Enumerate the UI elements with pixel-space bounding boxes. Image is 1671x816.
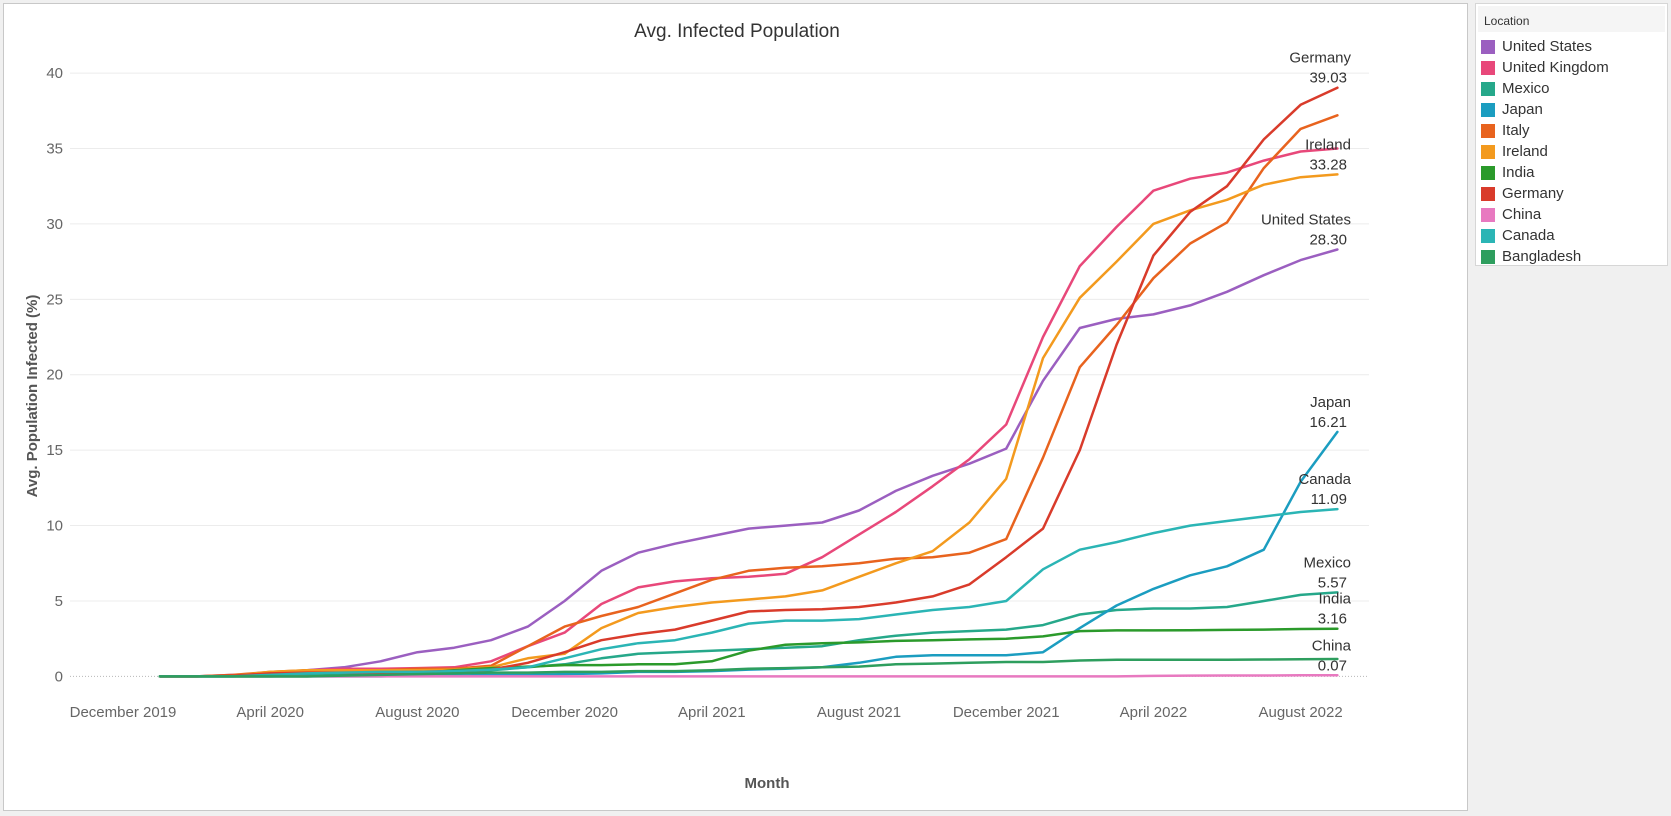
legend-items: United States United Kingdom Mexico Japan It… (1476, 36, 1667, 267)
legend-label: Japan (1502, 101, 1543, 118)
end-label-value-mexico: 5.57 (1318, 574, 1347, 591)
end-label-name-japan: Japan (1310, 394, 1351, 411)
legend-label: Germany (1502, 185, 1564, 202)
x-axis-label: Month (745, 775, 790, 792)
legend-item-germany[interactable]: Germany (1476, 183, 1667, 204)
series-end-labels: United States 28.30 Mexico 5.57 Japan 16.21 Ir… (1261, 50, 1352, 675)
legend: Location United States United Kingdom Mexi… (1475, 3, 1668, 266)
legend-label: China (1502, 206, 1542, 223)
legend-item-ireland[interactable]: Ireland (1476, 141, 1667, 162)
series-line-canada (158, 507, 1339, 678)
end-label-value-japan: 16.21 (1309, 414, 1347, 431)
end-label-name-mexico: Mexico (1303, 554, 1351, 571)
end-label-name-ireland: Ireland (1305, 136, 1351, 153)
legend-item-italy[interactable]: Italy (1476, 120, 1667, 141)
legend-label: Canada (1502, 227, 1555, 244)
legend-label: United Kingdom (1502, 59, 1609, 76)
x-tick-label: December 2021 (953, 704, 1060, 721)
legend-item-united-kingdom[interactable]: United Kingdom (1476, 57, 1667, 78)
series-line-germany (158, 86, 1339, 678)
legend-swatch (1481, 123, 1495, 138)
y-tick-label: 25 (46, 291, 63, 308)
legend-item-bangladesh[interactable]: Bangladesh (1476, 246, 1667, 267)
y-tick-label: 5 (55, 593, 63, 610)
x-tick-label: August 2021 (817, 704, 901, 721)
y-tick-label: 40 (46, 65, 63, 82)
end-label-value-china: 0.07 (1318, 657, 1347, 674)
legend-label: Italy (1502, 122, 1530, 139)
end-label-value-canada: 11.09 (1311, 491, 1347, 508)
series-line-mexico (158, 591, 1339, 678)
end-label-name-india: India (1318, 591, 1351, 608)
legend-item-india[interactable]: India (1476, 162, 1667, 183)
series-lines (158, 86, 1339, 678)
y-tick-label: 35 (46, 140, 63, 157)
legend-swatch (1481, 39, 1495, 54)
legend-swatch (1481, 102, 1495, 117)
legend-swatch (1481, 81, 1495, 96)
end-label-name-china: China (1312, 637, 1352, 654)
x-tick-label: December 2019 (70, 704, 177, 721)
legend-swatch (1481, 207, 1495, 222)
end-label-value-india: 3.16 (1318, 611, 1347, 628)
series-line-ireland (158, 173, 1339, 678)
chart-title: Avg. Infected Population (634, 21, 840, 42)
legend-item-china[interactable]: China (1476, 204, 1667, 225)
x-tick-label: April 2020 (236, 704, 304, 721)
legend-swatch (1481, 186, 1495, 201)
series-line-italy (158, 114, 1339, 678)
x-tick-label: August 2020 (375, 704, 459, 721)
end-label-name-canada: Canada (1298, 471, 1351, 488)
legend-item-mexico[interactable]: Mexico (1476, 78, 1667, 99)
x-tick-label: December 2020 (511, 704, 618, 721)
legend-label: India (1502, 164, 1535, 181)
end-label-value-germany: 39.03 (1309, 70, 1347, 87)
line-chart: Avg. Infected Population Avg. Population… (24, 21, 1369, 792)
x-tick-label: April 2021 (678, 704, 746, 721)
legend-item-united-states[interactable]: United States (1476, 36, 1667, 57)
legend-swatch (1481, 144, 1495, 159)
legend-label: Mexico (1502, 80, 1550, 97)
legend-swatch (1481, 228, 1495, 243)
end-label-name-germany: Germany (1289, 50, 1351, 67)
series-line-united-states (158, 248, 1339, 678)
y-tick-label: 10 (46, 518, 63, 535)
y-tick-label: 0 (55, 668, 63, 685)
y-axis-label: Avg. Population Infected (%) (24, 295, 41, 498)
series-line-bangladesh (158, 657, 1339, 678)
legend-label: United States (1502, 38, 1593, 55)
legend-swatch (1481, 249, 1495, 264)
end-label-value-ireland: 33.28 (1309, 156, 1347, 173)
x-tick-label: April 2022 (1120, 704, 1188, 721)
legend-title: Location (1478, 6, 1665, 32)
x-tick-label: August 2022 (1258, 704, 1342, 721)
y-tick-label: 20 (46, 367, 63, 384)
end-label-value-united-states: 28.30 (1309, 232, 1347, 249)
legend-label: Bangladesh (1502, 248, 1582, 265)
legend-item-canada[interactable]: Canada (1476, 225, 1667, 246)
end-label-name-united-states: United States (1261, 212, 1351, 229)
chart-panel: Avg. Infected Population Avg. Population… (3, 3, 1468, 811)
legend-item-japan[interactable]: Japan (1476, 99, 1667, 120)
legend-swatch (1481, 165, 1495, 180)
y-tick-label: 30 (46, 216, 63, 233)
legend-swatch (1481, 60, 1495, 75)
y-tick-label: 15 (46, 442, 63, 459)
y-axis-ticks: 0 5 10 15 20 25 30 35 40 (46, 65, 63, 685)
gridlines (70, 72, 1369, 677)
legend-label: Ireland (1502, 143, 1548, 160)
x-axis-ticks: December 2019 April 2020 August 2020 Decemb… (70, 704, 1343, 721)
series-line-united-kingdom (158, 147, 1339, 678)
series-line-japan (158, 430, 1339, 678)
